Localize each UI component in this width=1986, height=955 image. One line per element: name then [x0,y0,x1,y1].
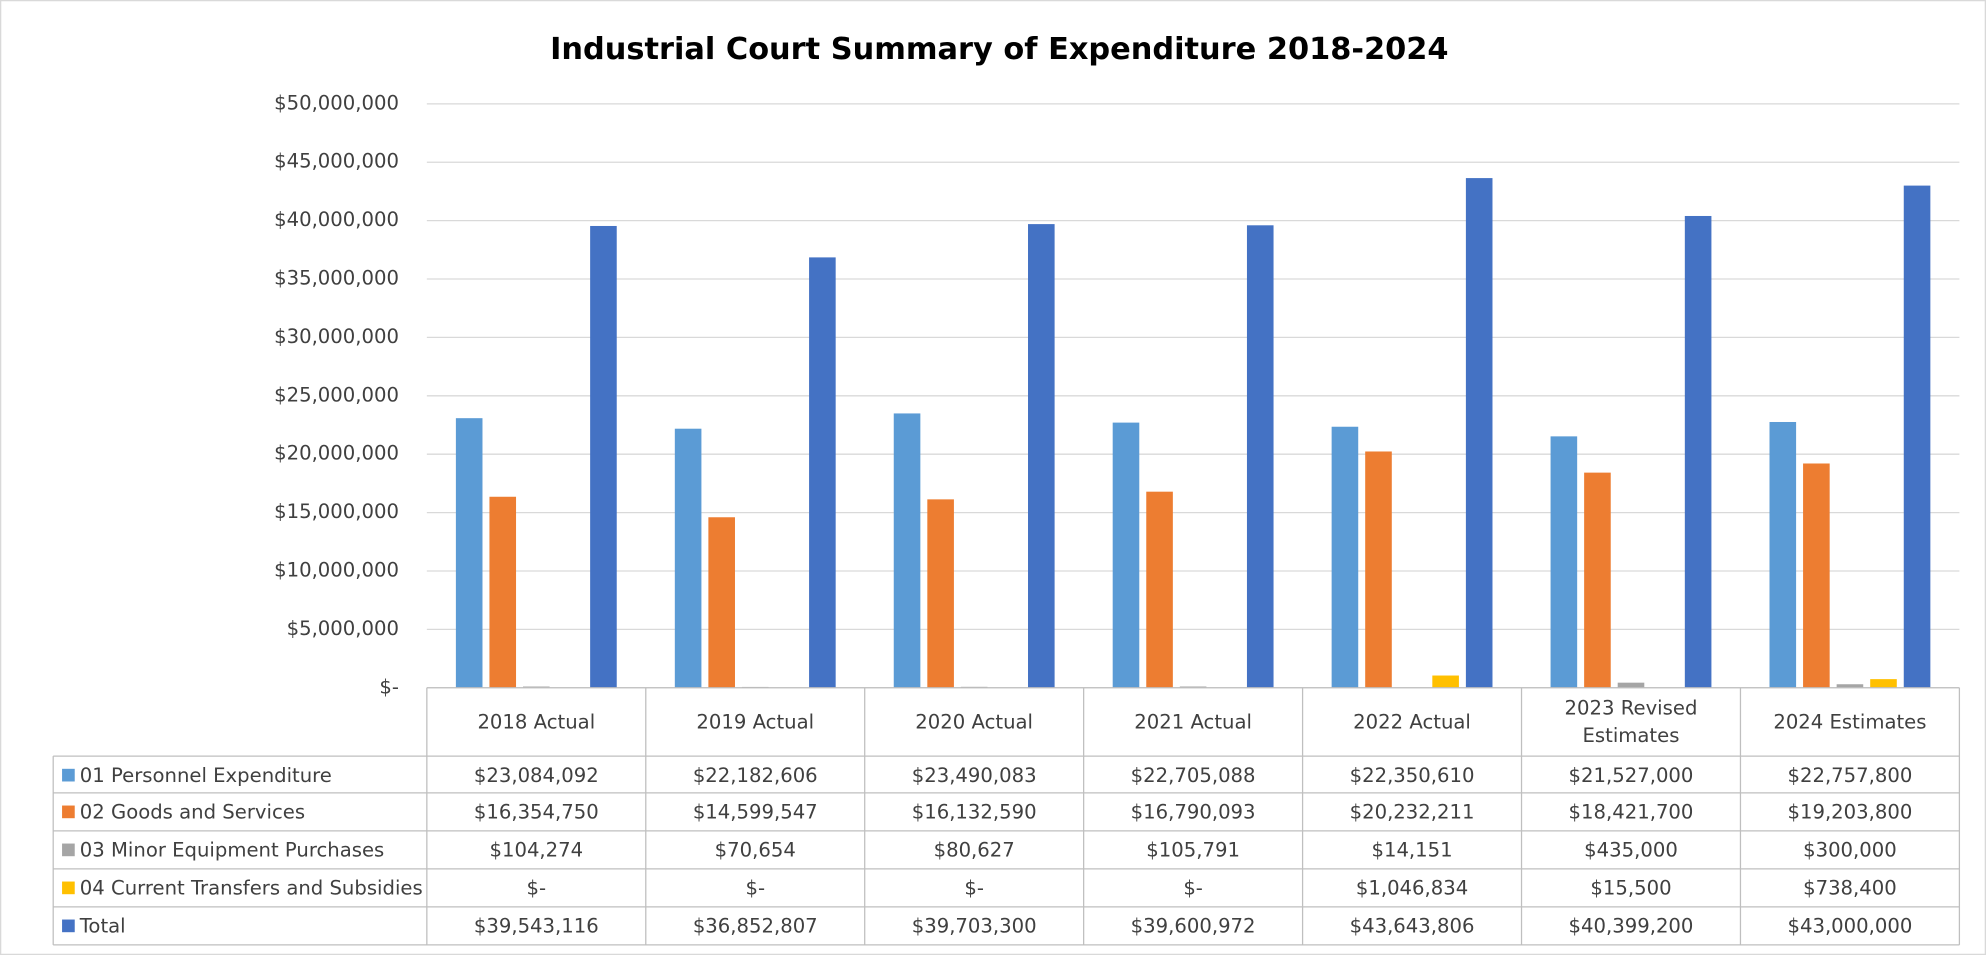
x-tick-label-box: 2020 Actual [915,710,1034,734]
table-value: $18,421,700 [1569,801,1694,824]
legend-label: 04 Current Transfers and Subsidies [80,877,423,900]
table-value: $738,400 [1803,877,1897,900]
bar [1112,422,1140,688]
table-value: $16,790,093 [1131,801,1256,824]
x-tick-label: 2020 Actual [915,710,1034,734]
x-tick-label: 2024 Estimates [1773,710,1927,734]
y-tick-label: $5,000,000 [287,617,399,640]
x-tick-label-box: 2023 Revised Estimates [1564,696,1698,748]
bar [1769,421,1797,688]
bar [590,225,617,688]
y-tick-label: $35,000,000 [274,267,399,290]
table-value: $40,399,200 [1569,915,1694,938]
x-tick-label-box: 2018 Actual [477,710,596,734]
x-tick-label: 2019 Actual [696,710,815,734]
table-value: $22,705,088 [1131,764,1256,787]
bar [1028,224,1055,688]
table-value: $16,354,750 [474,801,599,824]
bar [1465,178,1493,688]
x-tick-label: 2023 Revised Estimates [1564,696,1698,748]
bar [489,496,517,688]
table-value: $70,654 [715,839,796,862]
bar [674,428,702,688]
bar [708,517,735,688]
table-value: $21,527,000 [1569,764,1694,787]
table-value: $43,000,000 [1788,915,1913,938]
bar [1617,682,1645,688]
table-value: $23,490,083 [912,764,1037,787]
bar [1331,426,1359,688]
y-tick-label: $40,000,000 [274,208,399,231]
table-value: $15,500 [1590,877,1671,900]
legend-label: 01 Personnel Expenditure [80,764,332,787]
bar [1836,684,1864,688]
bar [1246,225,1274,688]
legend-swatch [62,919,75,933]
bar [1684,215,1712,688]
bar [455,418,483,688]
bar [1146,491,1173,688]
table-value: $14,599,547 [693,801,818,824]
table-value: $39,543,116 [474,915,599,938]
table-value: $- [1183,877,1203,900]
legend-label: 03 Minor Equipment Purchases [80,839,384,862]
legend-label: 02 Goods and Services [80,801,305,824]
table-value: $- [745,877,765,900]
bar [1903,185,1931,688]
bar [809,257,836,688]
table-value: $105,791 [1146,839,1240,862]
table-value: $80,627 [934,839,1015,862]
x-tick-label: 2021 Actual [1134,710,1252,734]
y-tick-label: $45,000,000 [274,150,399,173]
table-value: $39,703,300 [912,915,1037,938]
table-value: $- [527,877,547,900]
y-tick-label: $- [379,675,399,698]
table-value: $22,350,610 [1350,764,1475,787]
legend-swatch [62,843,75,857]
y-tick-label: $15,000,000 [274,500,399,523]
y-tick-label: $50,000,000 [274,91,399,114]
x-tick-label-box: 2024 Estimates [1773,710,1927,734]
table-value: $36,852,807 [693,915,818,938]
bar [1550,436,1578,688]
table-value: $22,182,606 [693,764,818,787]
table-value: $104,274 [489,839,583,862]
table-value: $43,643,806 [1350,915,1475,938]
x-tick-label: 2022 Actual [1353,710,1471,734]
bar [1803,463,1830,688]
table-value: $435,000 [1584,839,1678,862]
table-value: $19,203,800 [1788,801,1913,824]
table-value: $1,046,834 [1356,877,1468,900]
table-value: $22,757,800 [1788,764,1913,787]
table-value: $20,232,211 [1350,801,1475,824]
x-tick-label-box: 2019 Actual [696,710,815,734]
table-value: $- [964,877,984,900]
y-tick-label: $25,000,000 [274,383,399,406]
bar [1432,675,1459,688]
legend-label: Total [79,915,126,938]
table-value: $39,600,972 [1131,915,1256,938]
y-tick-label: $20,000,000 [274,442,399,465]
table-value: $16,132,590 [912,801,1037,824]
table-value: $300,000 [1803,839,1897,862]
y-tick-label: $30,000,000 [274,325,399,348]
chart-title: Industrial Court Summary of Expenditure … [550,32,1448,67]
legend-swatch [62,881,75,895]
legend-swatch [62,768,75,782]
x-tick-label: 2018 Actual [477,710,596,734]
table-value: $23,084,092 [474,764,599,787]
bar [927,499,954,688]
bar [1365,451,1392,688]
bar [1870,679,1897,688]
bar [893,413,921,688]
x-tick-label-box: 2021 Actual [1134,710,1252,734]
bar [1584,472,1611,688]
x-tick-label-box: 2022 Actual [1353,710,1471,734]
y-tick-label: $10,000,000 [274,558,399,581]
legend-swatch [62,805,75,819]
table-value: $14,151 [1371,839,1452,862]
